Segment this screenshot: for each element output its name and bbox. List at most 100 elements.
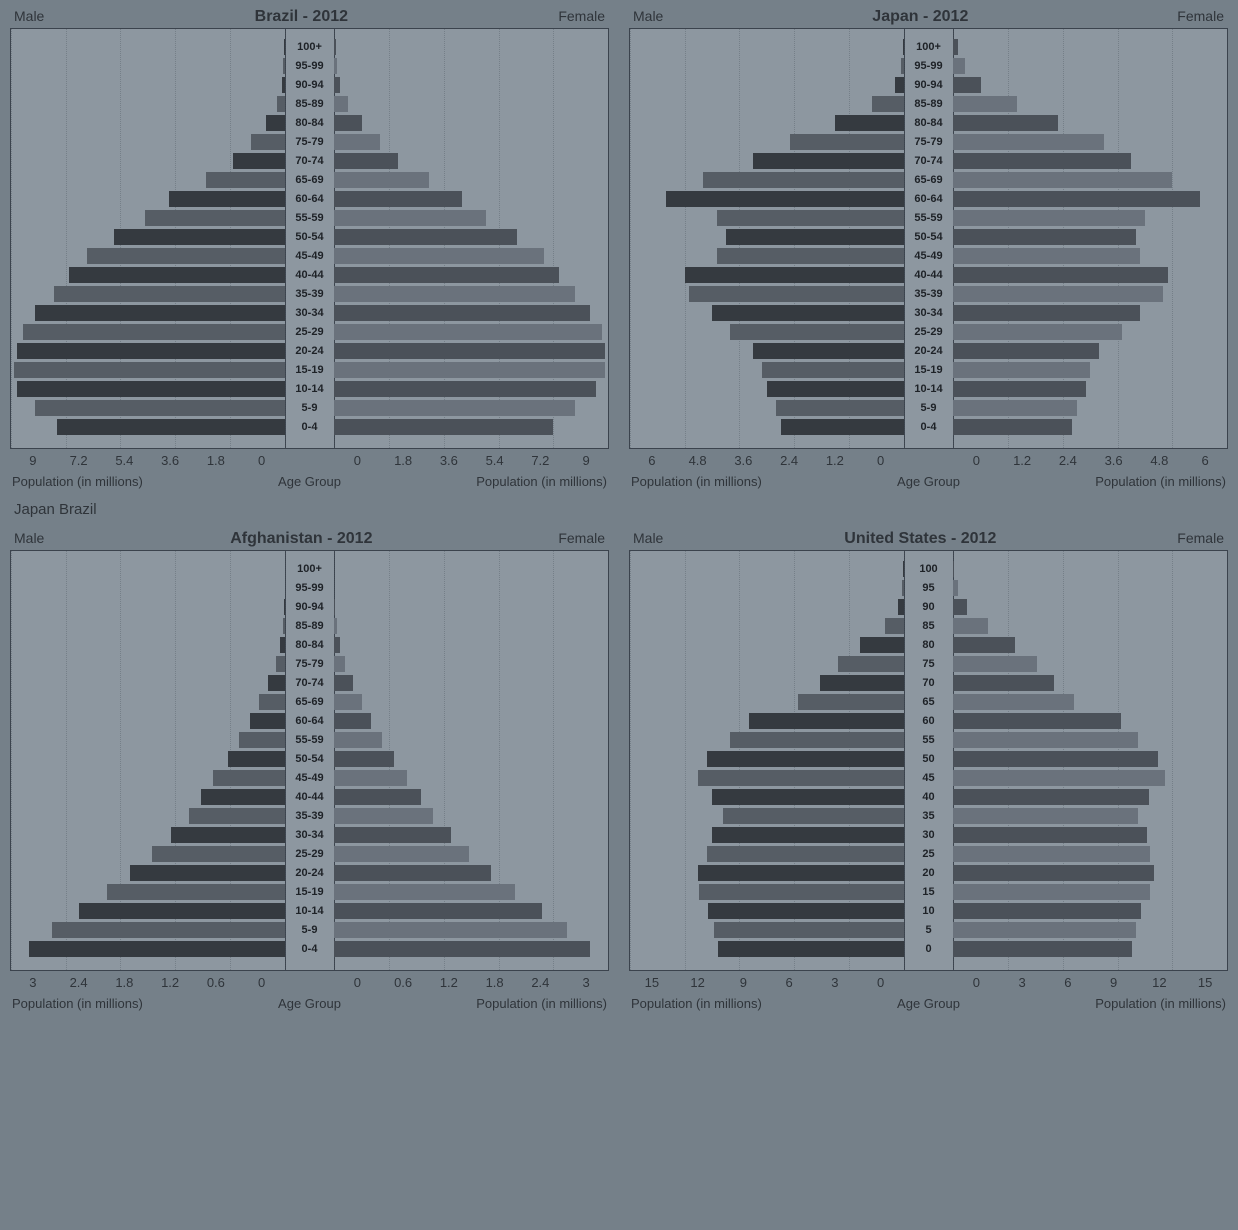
female-bar (953, 789, 1148, 805)
age-group-label: 70 (922, 677, 934, 689)
x-label-left: Population (in millions) (12, 996, 210, 1011)
male-bar (213, 770, 284, 786)
female-bar (334, 694, 361, 710)
female-bar (334, 599, 335, 615)
male-bar (268, 675, 284, 691)
male-bar (666, 191, 903, 207)
x-ticks: 1512963003691215 (629, 971, 1228, 992)
female-bar (334, 827, 451, 843)
male-bar (54, 286, 285, 302)
x-label-mid: Age Group (829, 996, 1027, 1011)
age-group-label: 50-54 (295, 753, 323, 765)
female-bar (953, 732, 1137, 748)
female-bar (953, 419, 1072, 435)
male-label: Male (633, 530, 663, 548)
male-bar (35, 305, 284, 321)
female-bar (334, 865, 491, 881)
age-group-label: 10-14 (295, 905, 323, 917)
male-bar (885, 618, 903, 634)
age-group-label: 100+ (297, 41, 322, 53)
male-bar (23, 324, 284, 340)
male-bar (762, 362, 903, 378)
female-bar (334, 903, 542, 919)
female-label: Female (1177, 530, 1224, 548)
age-group-label: 5 (925, 924, 931, 936)
x-tick-label: 3.6 (426, 453, 472, 468)
male-bar (57, 419, 285, 435)
female-bar (334, 39, 336, 55)
x-tick-label: 9 (721, 975, 767, 990)
age-group-label: 70-74 (914, 155, 942, 167)
age-group-label: 45-49 (295, 772, 323, 784)
male-bar (726, 229, 904, 245)
female-bar (334, 618, 337, 634)
male-bar (189, 808, 285, 824)
x-tick-label: 3.6 (147, 453, 193, 468)
x-tick-label: 1.2 (147, 975, 193, 990)
female-label: Female (1177, 8, 1224, 26)
chart-title: Afghanistan - 2012 (230, 530, 372, 548)
age-group-label: 35-39 (295, 810, 323, 822)
female-bar (953, 808, 1137, 824)
x-label-right: Population (in millions) (1028, 996, 1226, 1011)
female-bar (953, 267, 1167, 283)
x-tick-label: 4.8 (675, 453, 721, 468)
plot-area: 100+95-9990-9485-8980-8475-7970-7465-696… (629, 28, 1228, 449)
female-bar (334, 400, 574, 416)
x-tick-label: 2.4 (1045, 453, 1091, 468)
afghanistan-pyramid: MaleAfghanistan - 2012Female100+95-9990-… (0, 522, 619, 1017)
chart-title: Japan - 2012 (872, 8, 968, 26)
age-group-label: 50-54 (295, 231, 323, 243)
age-group-label: 0-4 (921, 421, 937, 433)
male-bar (902, 580, 903, 596)
age-group-label: 0 (925, 943, 931, 955)
male-bar (717, 248, 904, 264)
female-bar (953, 286, 1163, 302)
age-group-label: 65-69 (295, 174, 323, 186)
x-label-right: Population (in millions) (409, 996, 607, 1011)
male-bar (730, 732, 903, 748)
x-axis-labels: Population (in millions)Age GroupPopulat… (629, 470, 1228, 489)
age-group-label: 60-64 (295, 715, 323, 727)
female-bar (953, 191, 1199, 207)
female-bar (334, 789, 421, 805)
male-bar (266, 115, 284, 131)
female-bar (953, 153, 1131, 169)
age-group-label: 50 (922, 753, 934, 765)
x-tick-label: 3 (563, 975, 609, 990)
female-bar (334, 884, 515, 900)
male-bar (69, 267, 285, 283)
male-bar (707, 846, 904, 862)
age-group-label: 85-89 (914, 98, 942, 110)
x-tick-label: 1.8 (102, 975, 148, 990)
male-bar (798, 694, 904, 710)
male-bar (276, 656, 285, 672)
age-group-label: 55-59 (914, 212, 942, 224)
age-group-label: 30-34 (295, 829, 323, 841)
x-tick-label: 0 (954, 975, 1000, 990)
x-tick-label: 0 (335, 453, 381, 468)
age-group-label: 10-14 (914, 383, 942, 395)
female-bar (953, 656, 1037, 672)
male-bar (259, 694, 285, 710)
male-bar (685, 267, 904, 283)
male-bar (169, 191, 285, 207)
age-group-label: 40 (922, 791, 934, 803)
male-bar (107, 884, 285, 900)
female-bar (334, 58, 337, 74)
age-group-label: 70-74 (295, 155, 323, 167)
age-group-label: 55-59 (295, 734, 323, 746)
male-bar (79, 903, 284, 919)
female-bar (334, 343, 605, 359)
male-bar (860, 637, 904, 653)
female-bar (953, 599, 967, 615)
male-bar (152, 846, 284, 862)
male-bar (14, 362, 285, 378)
x-tick-label: 1.8 (193, 453, 239, 468)
age-group-label: 85 (922, 620, 934, 632)
male-bar (723, 808, 904, 824)
x-tick-label: 3 (10, 975, 56, 990)
x-label-right: Population (in millions) (409, 474, 607, 489)
x-tick-label: 5.4 (102, 453, 148, 468)
male-bar (712, 789, 904, 805)
